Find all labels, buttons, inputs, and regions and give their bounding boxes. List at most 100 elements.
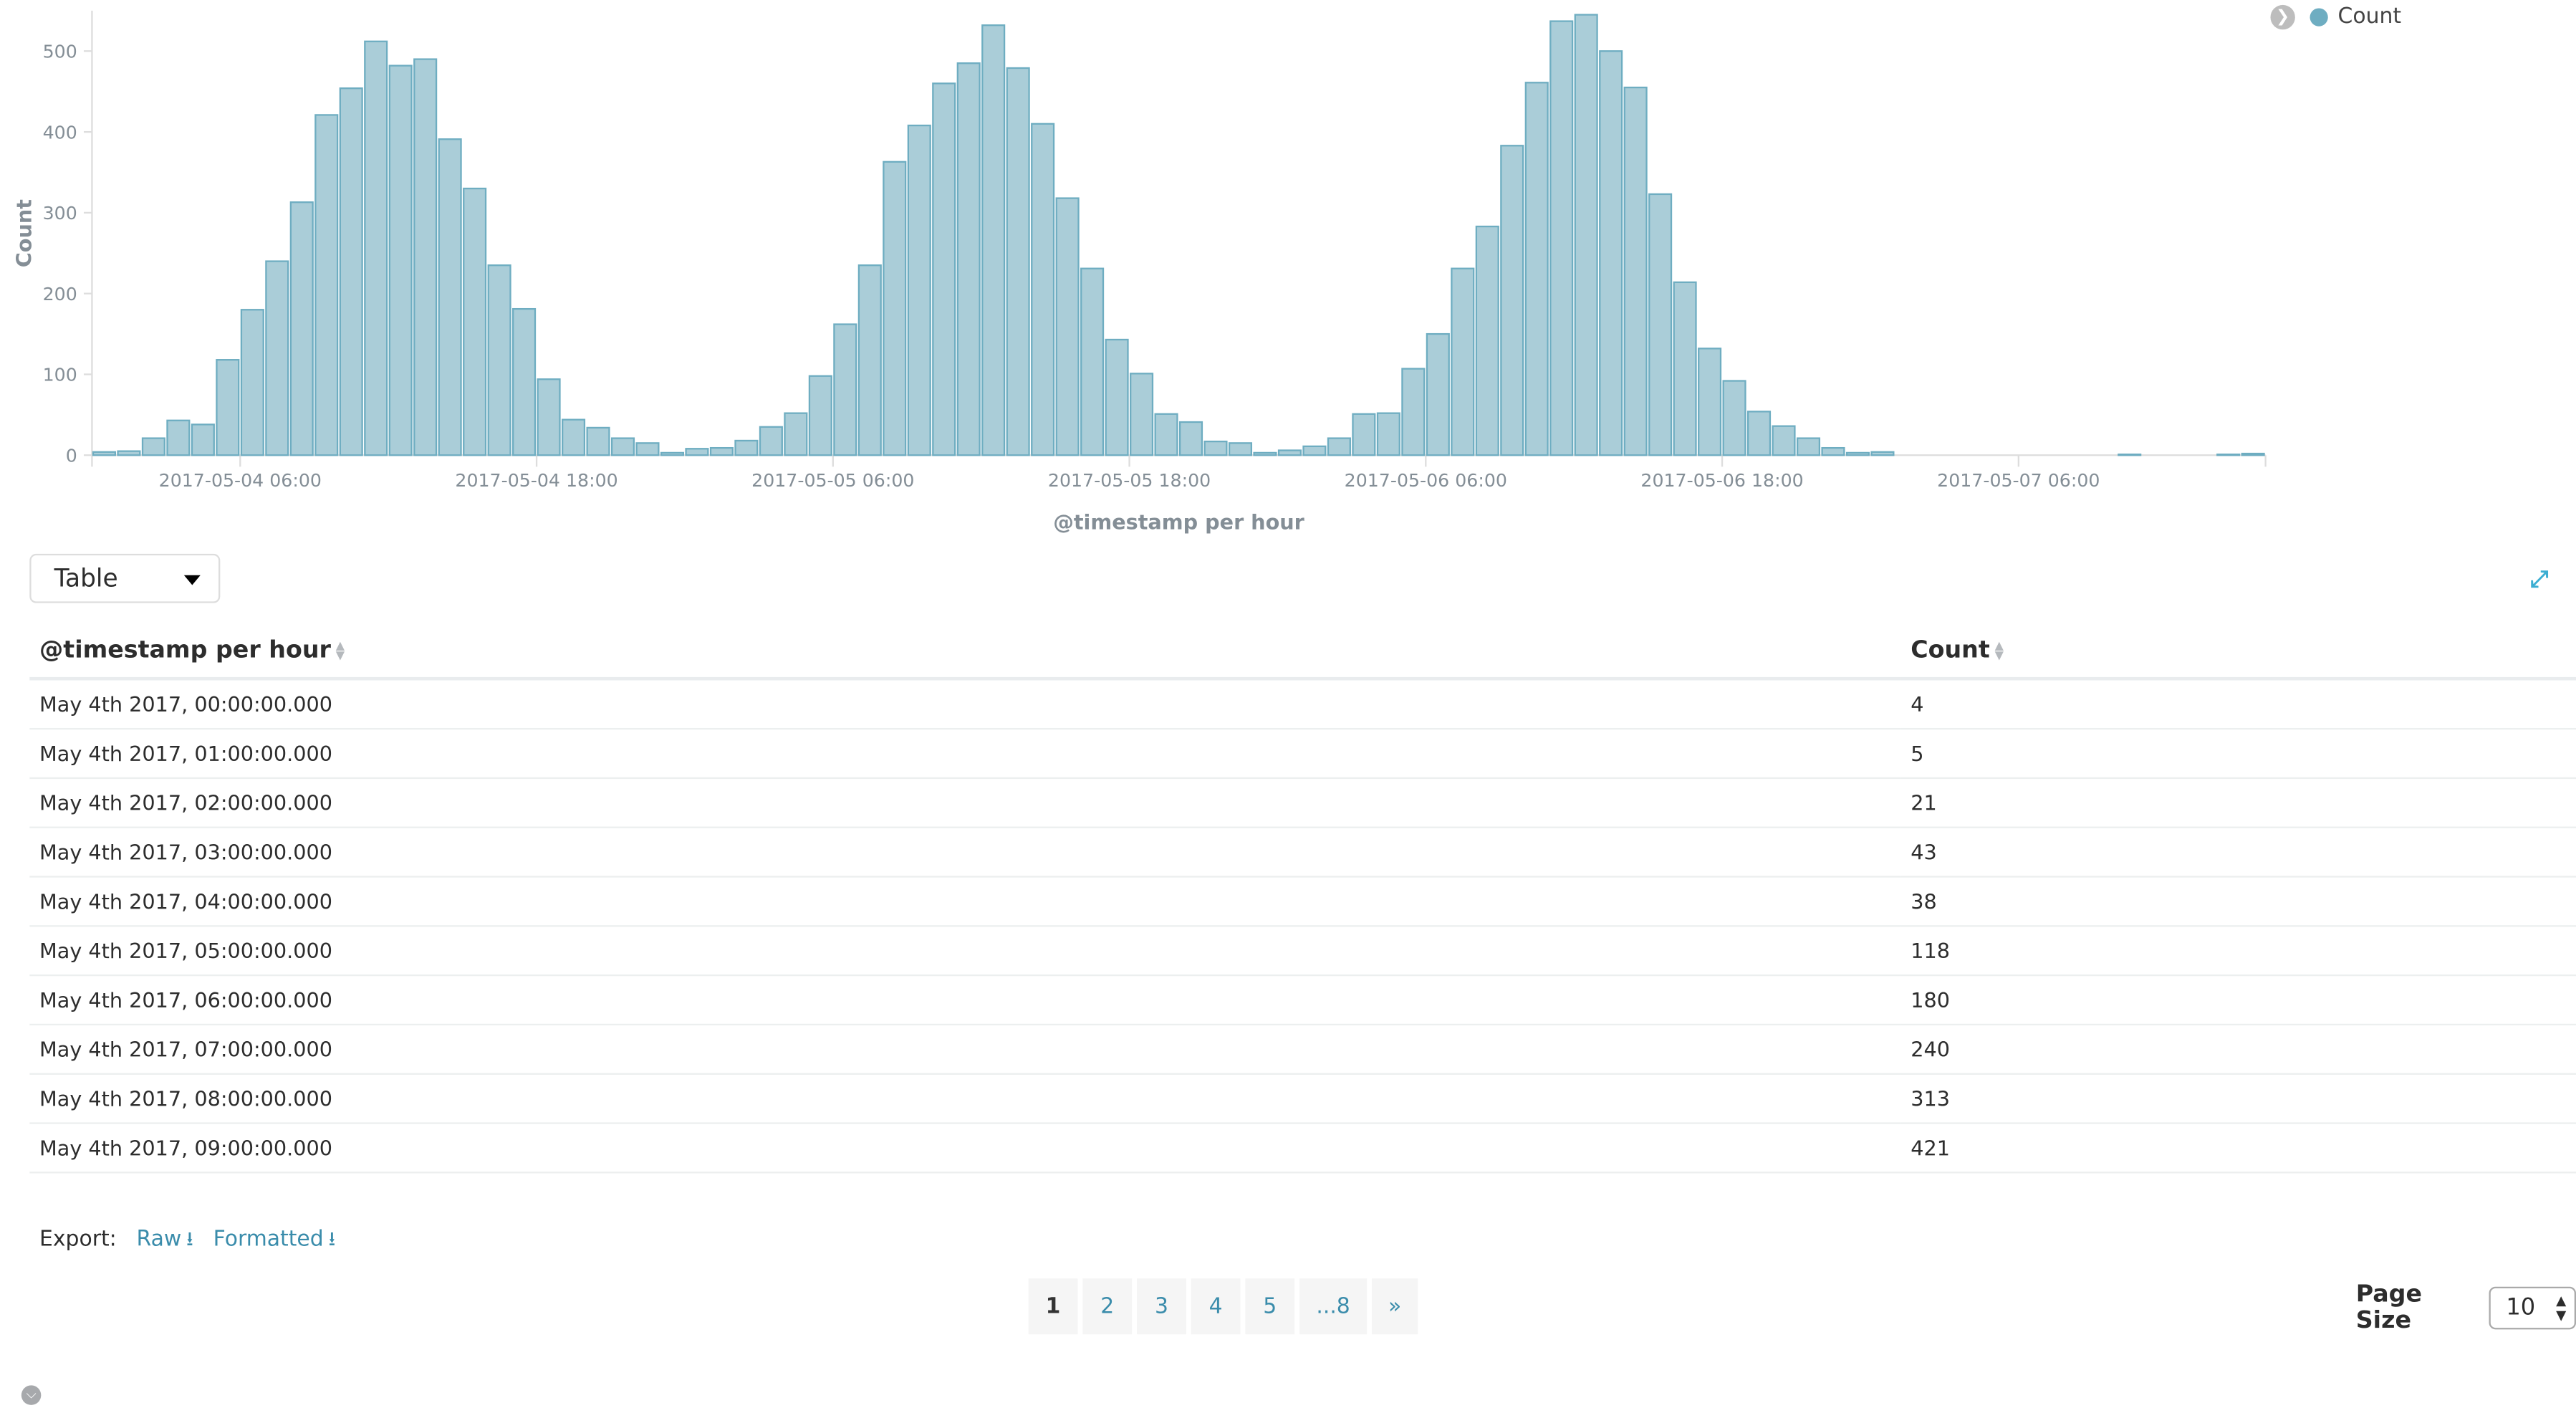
bar <box>1673 281 1697 456</box>
bar <box>1845 451 1870 456</box>
bar <box>808 375 832 456</box>
bar <box>1401 368 1426 456</box>
cell-timestamp: May 4th 2017, 03:00:00.000 <box>29 827 1901 878</box>
cell-count: 38 <box>1900 876 2576 927</box>
bar <box>1352 413 1376 456</box>
column-header-count[interactable]: Count ▲ ▼ <box>1900 628 2576 681</box>
table-header-row: @timestamp per hour ▲ ▼ Count ▲ ▼ <box>29 628 2576 681</box>
page-size-label: Page Size <box>2355 1281 2423 1335</box>
legend-item-count[interactable]: Count <box>2337 4 2402 30</box>
chevron-right-icon[interactable]: ❯ <box>2270 4 2295 30</box>
bar <box>1451 267 1475 456</box>
bar <box>1130 373 1154 456</box>
next-page-button[interactable]: » <box>1371 1278 1418 1335</box>
page-4-button[interactable]: 4 <box>1191 1278 1241 1335</box>
chevron-down-icon[interactable]: ⌵ <box>21 1385 42 1405</box>
bar <box>685 448 709 456</box>
histogram-chart: 0 100 200 300 400 500 2017-05-04 06:00 2017-05-… <box>12 10 2267 534</box>
bar <box>537 378 561 456</box>
bar <box>981 24 1006 456</box>
table-row: May 4th 2017, 03:00:00.000 43 <box>29 827 2576 878</box>
bar <box>1599 50 1623 456</box>
caret-down-icon <box>183 575 201 585</box>
cell-timestamp: May 4th 2017, 06:00:00.000 <box>29 975 1901 1026</box>
bar <box>339 87 363 456</box>
page-5-button[interactable]: 5 <box>1245 1278 1295 1335</box>
page-2-button[interactable]: 2 <box>1082 1278 1133 1335</box>
bar <box>1746 411 1772 456</box>
y-tick-label: 300 <box>43 203 77 224</box>
bar <box>1772 425 1796 456</box>
bar <box>635 442 660 456</box>
bar <box>1698 348 1722 456</box>
page-3-button[interactable]: 3 <box>1137 1278 1186 1335</box>
expand-icon[interactable]: ⤢ <box>2529 567 2549 593</box>
table-row: May 4th 2017, 00:00:00.000 4 <box>29 679 2576 730</box>
cell-timestamp: May 4th 2017, 05:00:00.000 <box>29 926 1901 977</box>
x-tick-label: 2017-05-05 06:00 <box>751 470 914 491</box>
bar <box>1549 20 1574 456</box>
cell-count: 421 <box>1900 1123 2576 1174</box>
bar <box>191 423 215 456</box>
bar <box>216 359 240 456</box>
bar <box>166 419 191 456</box>
bar <box>883 161 907 456</box>
bar <box>932 82 956 456</box>
y-axis-title: Count <box>12 199 37 268</box>
cell-count: 43 <box>1900 827 2576 878</box>
x-tick-label: 2017-05-06 06:00 <box>1345 470 1507 491</box>
table-row: May 4th 2017, 09:00:00.000 421 <box>29 1123 2576 1174</box>
bar <box>388 64 413 456</box>
export-formatted-link[interactable]: Formatted ⭳ <box>213 1227 336 1252</box>
page-1-button[interactable]: 1 <box>1028 1278 1078 1335</box>
page-last-button[interactable]: ...8 <box>1299 1278 1368 1335</box>
cell-timestamp: May 4th 2017, 04:00:00.000 <box>29 876 1901 927</box>
sort-icon[interactable]: ▲ ▼ <box>335 639 345 663</box>
legend-color-dot <box>2310 8 2328 27</box>
bar <box>2241 452 2265 456</box>
bar <box>141 437 165 456</box>
cell-timestamp: May 4th 2017, 07:00:00.000 <box>29 1024 1901 1075</box>
bar <box>833 323 857 456</box>
legend: ❯ Count <box>2270 4 2402 30</box>
bar <box>2118 453 2142 456</box>
bar <box>1500 145 1524 456</box>
y-tick-label: 400 <box>43 122 77 143</box>
cell-timestamp: May 4th 2017, 00:00:00.000 <box>29 679 1901 730</box>
page-size-select[interactable]: 10 ▲ ▼ <box>2489 1286 2576 1330</box>
view-select[interactable]: Table <box>29 553 221 603</box>
bar <box>1277 449 1302 456</box>
y-tick-label: 500 <box>43 41 77 62</box>
bar <box>1376 412 1400 456</box>
cell-count: 180 <box>1900 975 2576 1026</box>
sort-icon[interactable]: ▲ ▼ <box>1994 639 2004 663</box>
bar <box>117 450 141 456</box>
y-tick-label: 100 <box>43 365 77 385</box>
table-row: May 4th 2017, 04:00:00.000 38 <box>29 876 2576 927</box>
y-tick-label: 200 <box>43 284 77 305</box>
stepper-arrows-icon: ▲ ▼ <box>2556 1293 2567 1323</box>
bar <box>265 260 289 456</box>
bar <box>660 451 685 456</box>
bar <box>413 58 438 456</box>
table-row: May 4th 2017, 08:00:00.000 313 <box>29 1073 2576 1124</box>
bar <box>438 138 462 456</box>
cell-timestamp: May 4th 2017, 02:00:00.000 <box>29 777 1901 828</box>
table-row: May 4th 2017, 07:00:00.000 240 <box>29 1024 2576 1075</box>
x-tick-label: 2017-05-06 18:00 <box>1640 470 1803 491</box>
export-label: Export: <box>39 1227 117 1252</box>
bar <box>610 437 635 456</box>
column-header-label: Count <box>1911 637 1990 664</box>
bar <box>512 307 537 456</box>
bar <box>759 426 783 456</box>
column-header-timestamp[interactable]: @timestamp per hour ▲ ▼ <box>29 628 1901 681</box>
bar <box>956 62 981 456</box>
data-table: @timestamp per hour ▲ ▼ Count ▲ ▼ May 4th 20… <box>29 628 2576 1174</box>
export-raw-link[interactable]: Raw ⭳ <box>137 1227 193 1252</box>
bar <box>1178 421 1203 456</box>
view-select-value: Table <box>54 563 118 593</box>
bar <box>2216 453 2241 456</box>
download-icon: ⭳ <box>328 1227 336 1251</box>
bar <box>364 40 388 456</box>
bar <box>1031 123 1055 456</box>
